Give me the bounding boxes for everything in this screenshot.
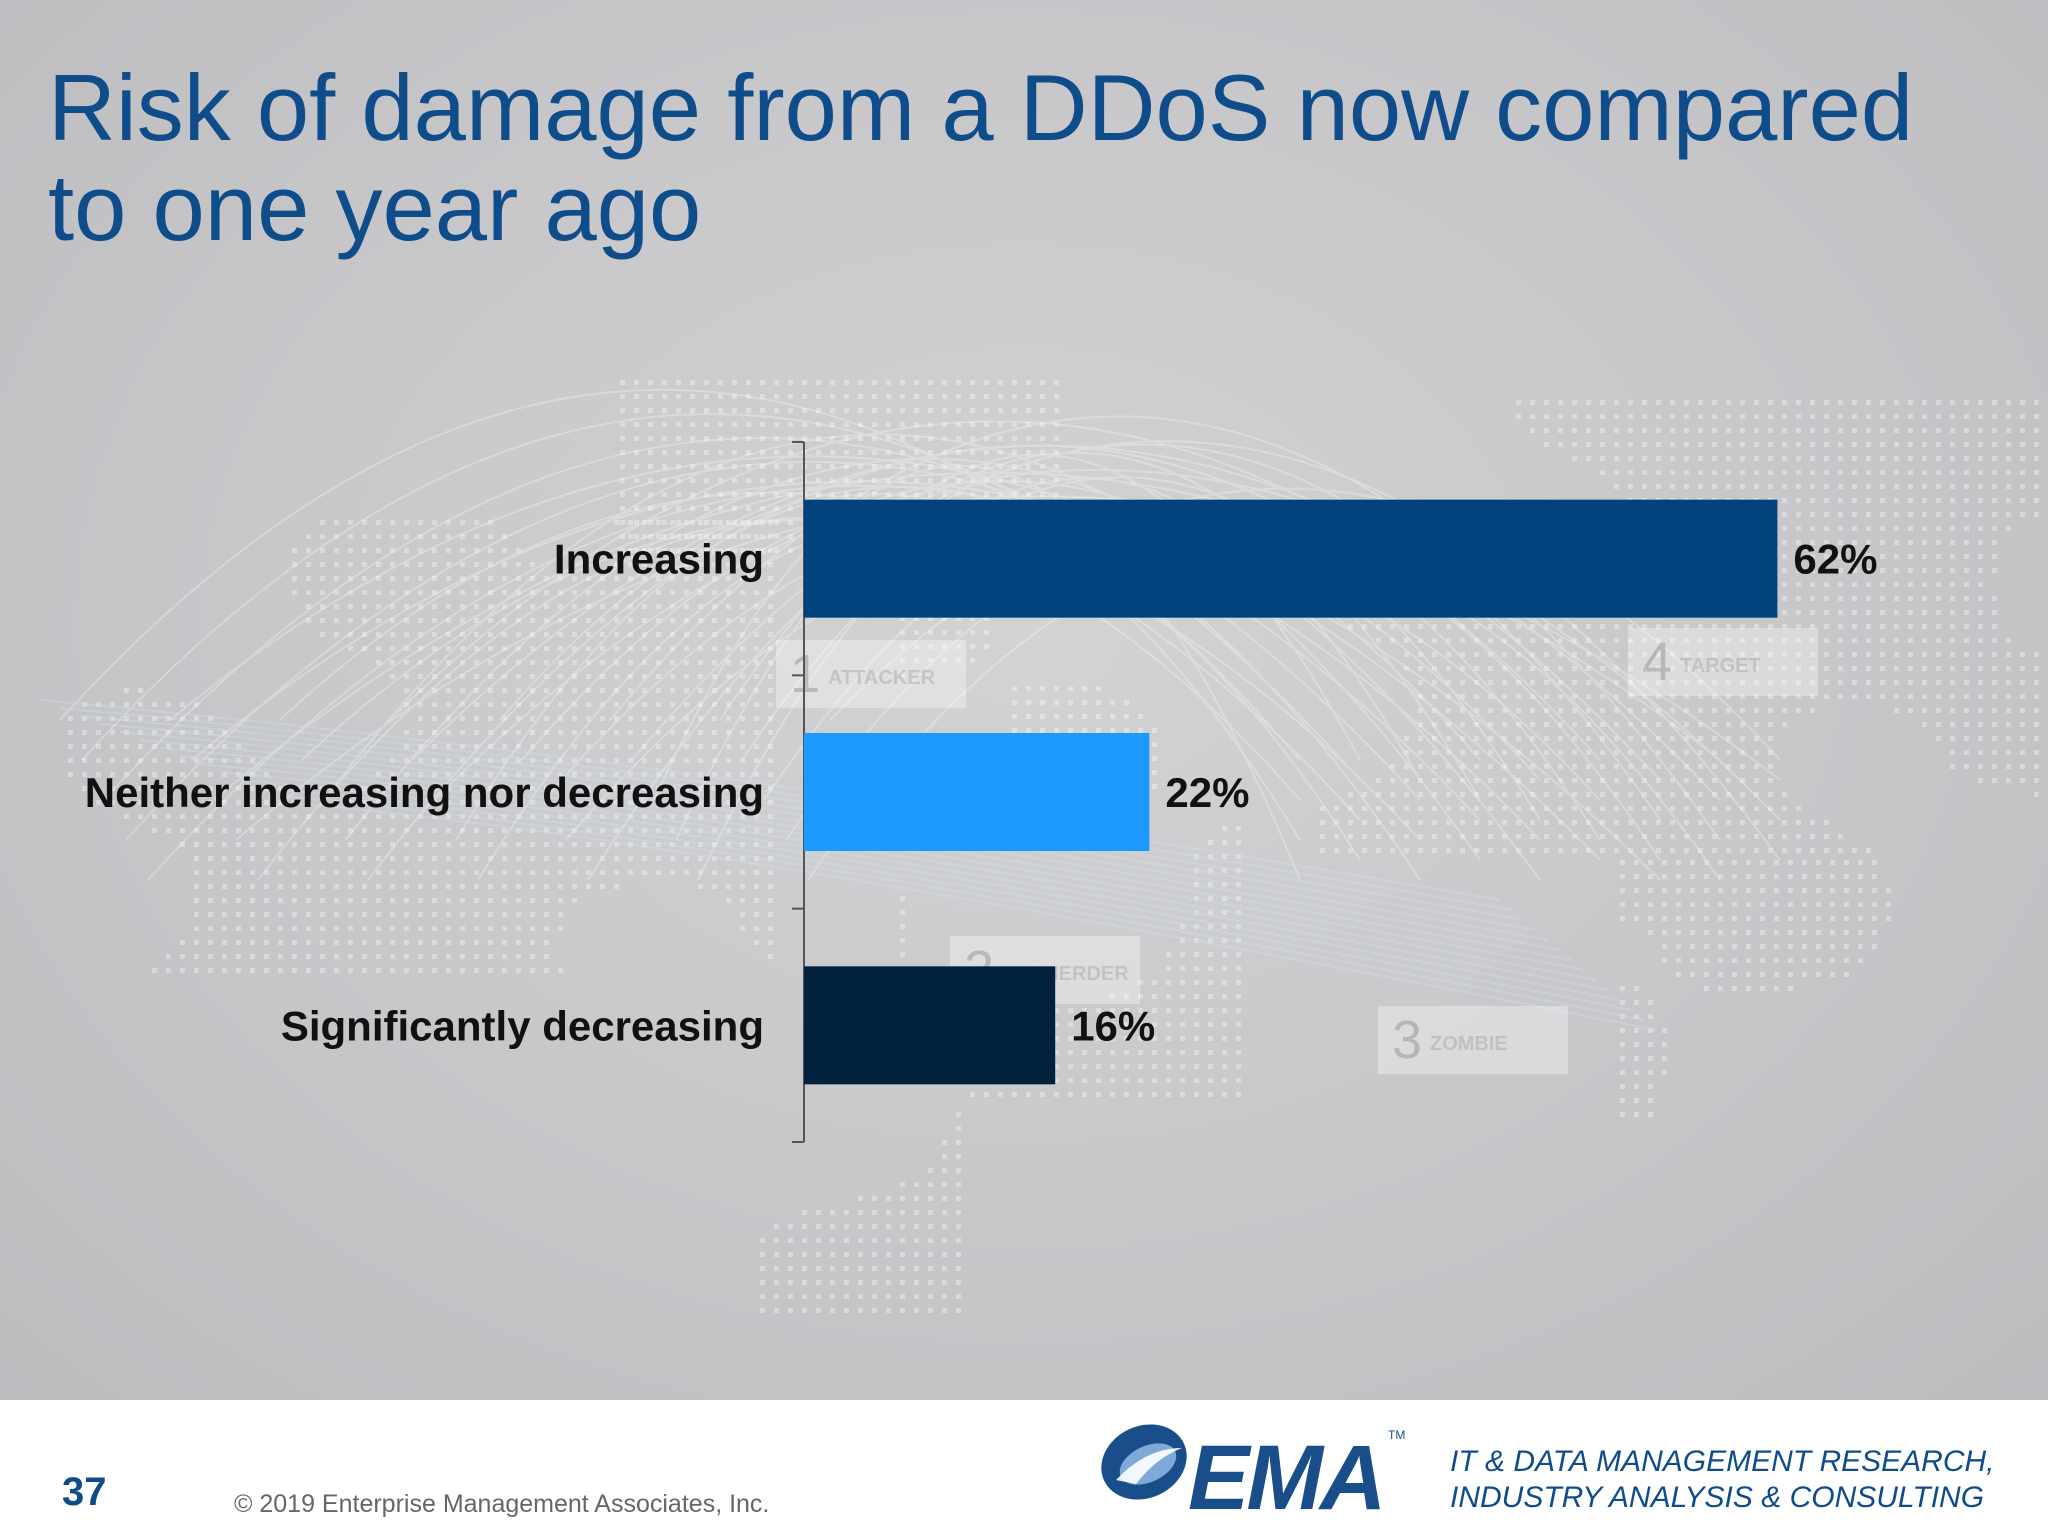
category-label: Increasing bbox=[554, 536, 764, 583]
bar-2 bbox=[804, 733, 1150, 851]
logo-swoosh-icon bbox=[1101, 1424, 1187, 1500]
map-tag-label: ATTACKER bbox=[828, 667, 936, 689]
bar-1 bbox=[804, 499, 1778, 618]
tagline: IT & DATA MANAGEMENT RESEARCH, INDUSTRY … bbox=[1450, 1444, 2030, 1516]
category-label: Significantly decreasing bbox=[281, 1002, 764, 1049]
slide-background: 1ATTACKER2BOTHERDER3ZOMBIE4TARGET bbox=[0, 0, 2048, 1400]
map-tag: 1 ATTACKER bbox=[776, 640, 966, 708]
copyright-notice: © 2019 Enterprise Management Associates,… bbox=[234, 1490, 770, 1518]
tagline-line-2: INDUSTRY ANALYSIS & CONSULTING bbox=[1450, 1481, 1985, 1514]
tagline-line-1: IT & DATA MANAGEMENT RESEARCH, bbox=[1450, 1445, 1995, 1478]
map-tag: 4 TARGET bbox=[1628, 628, 1818, 696]
map-tag-number: 4 bbox=[1642, 632, 1672, 692]
map-tag-number: 3 bbox=[1392, 1010, 1422, 1070]
data-label: 62% bbox=[1793, 536, 1877, 583]
ema-logo: EMA TM bbox=[1096, 1412, 1416, 1527]
footer: 37 © 2019 Enterprise Management Associat… bbox=[0, 1400, 2048, 1536]
map-tag-number: 1 bbox=[790, 644, 820, 704]
page-number: 37 bbox=[62, 1470, 107, 1514]
data-label: 16% bbox=[1071, 1002, 1155, 1049]
network-lines bbox=[39, 699, 1657, 1031]
map-tag-label: ZOMBIE bbox=[1430, 1033, 1508, 1055]
logo-wordmark: EMA bbox=[1188, 1427, 1386, 1529]
bar-chart: Increasing 62% Neither increasing nor decr… bbox=[85, 441, 1877, 1143]
bar-3 bbox=[804, 966, 1056, 1085]
logo-trademark: TM bbox=[1388, 1428, 1406, 1442]
data-label: 22% bbox=[1165, 769, 1249, 816]
map-tag: 3 ZOMBIE bbox=[1378, 1006, 1568, 1074]
category-label: Neither increasing nor decreasing bbox=[85, 769, 764, 816]
slide-title: Risk of damage from a DDoS now compared … bbox=[48, 55, 1914, 260]
map-tag-label: TARGET bbox=[1680, 655, 1761, 677]
